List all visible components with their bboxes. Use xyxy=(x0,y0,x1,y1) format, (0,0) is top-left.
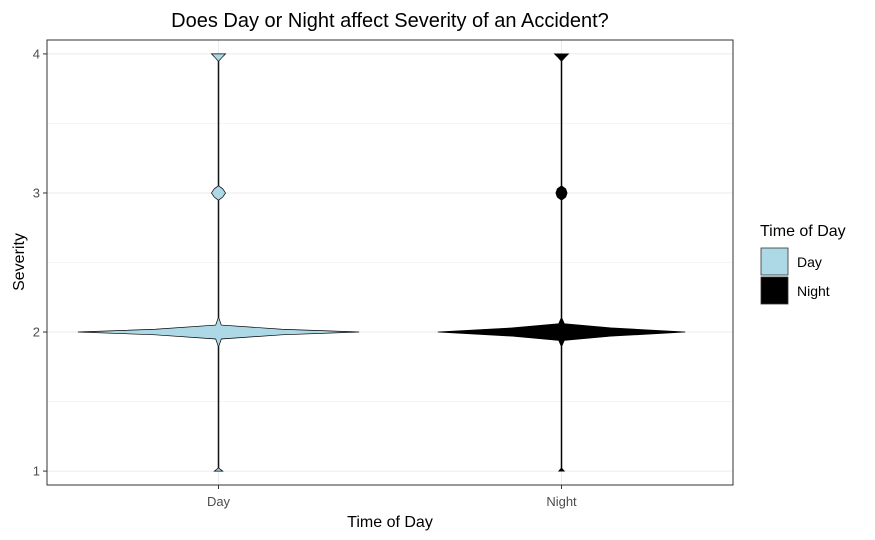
legend-label-night: Night xyxy=(797,283,830,299)
violin-day xyxy=(77,53,360,472)
legend-key-night xyxy=(760,276,789,305)
violin-night xyxy=(437,53,686,472)
y-tick-label: 4 xyxy=(33,46,40,61)
legend-title: Time of Day xyxy=(760,223,846,240)
y-tick-label: 3 xyxy=(33,185,40,200)
x-tick-label: Night xyxy=(546,494,577,509)
grid-lines xyxy=(47,40,733,485)
legend-label-day: Day xyxy=(797,254,822,270)
y-tick-label: 1 xyxy=(33,464,40,479)
x-tick-label: Day xyxy=(207,494,231,509)
legend-key-day xyxy=(760,247,789,276)
legend: Time of Day Day Night xyxy=(760,223,846,305)
chart-title: Does Day or Night affect Severity of an … xyxy=(171,10,609,32)
violins xyxy=(77,53,686,472)
x-axis-ticks: Day Night xyxy=(207,485,577,509)
plot-panel-border xyxy=(46,39,734,486)
y-axis-title: Severity xyxy=(11,233,28,291)
y-tick-label: 2 xyxy=(33,325,40,340)
y-axis-ticks: 1 2 3 4 xyxy=(33,46,47,479)
x-axis-title: Time of Day xyxy=(347,514,433,531)
